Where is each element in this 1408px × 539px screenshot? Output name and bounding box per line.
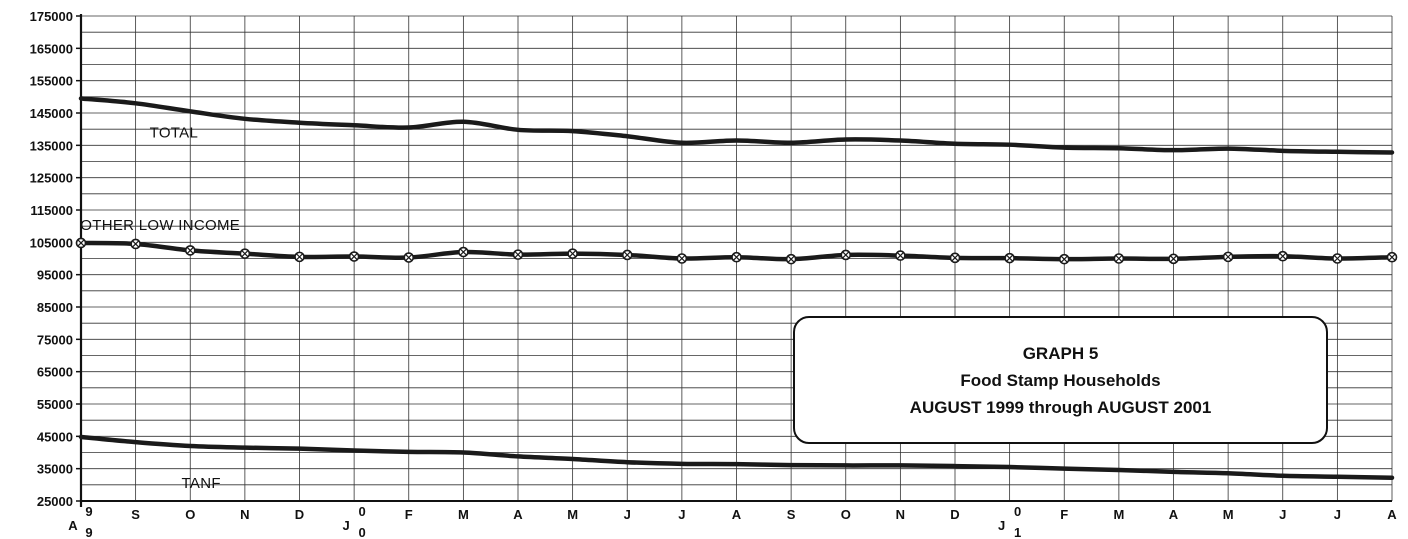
x-tick-label: D (950, 507, 959, 522)
x-tick-label: F (405, 507, 413, 522)
chart-period: AUGUST 1999 through AUGUST 2001 (909, 397, 1212, 417)
data-point-other-low-income (294, 251, 305, 263)
series-label-tanf: TANF (182, 475, 221, 492)
x-tick-label: M (458, 507, 469, 522)
x-tick-label: M (567, 507, 578, 522)
y-tick-label: 145000 (30, 106, 73, 121)
data-point-other-low-income (1113, 253, 1125, 264)
chart-subtitle: Food Stamp Households (960, 370, 1161, 390)
data-point-other-low-income (239, 248, 251, 259)
data-point-other-low-income (840, 249, 852, 261)
x-tick-label: O (841, 507, 851, 522)
y-tick-label: 65000 (37, 365, 73, 380)
data-point-other-low-income (184, 245, 196, 256)
x-tick-label: J (343, 518, 350, 533)
data-point-other-low-income (348, 251, 360, 262)
data-point-other-low-income (621, 249, 633, 261)
series-line-total (78, 96, 1395, 155)
y-tick-label: 105000 (30, 235, 73, 250)
x-tick-label: A (68, 518, 78, 533)
x-year-mark-bottom: 9 (85, 525, 92, 539)
y-tick-label: 45000 (37, 429, 73, 444)
y-tick-label: 35000 (37, 462, 73, 477)
y-tick-label: 125000 (30, 171, 73, 186)
series-label-total: TOTAL (150, 124, 198, 141)
x-tick-label: N (240, 507, 249, 522)
chart-title-box: GRAPH 5 Food Stamp Households AUGUST 199… (793, 316, 1328, 444)
x-tick-label: M (1223, 507, 1234, 522)
data-point-other-low-income (1332, 253, 1343, 264)
x-tick-label: J (1334, 507, 1341, 522)
data-point-other-low-income (949, 252, 961, 264)
data-point-other-low-income (567, 248, 578, 259)
x-year-mark-top: 0 (359, 504, 366, 519)
x-year-mark-bottom: 1 (1014, 525, 1021, 539)
chart-title: GRAPH 5 (1022, 343, 1099, 363)
data-point-other-low-income (1386, 251, 1398, 263)
x-tick-label: N (896, 507, 905, 522)
data-point-other-low-income (130, 238, 141, 250)
data-point-other-low-income (785, 253, 797, 265)
data-point-other-low-income (1277, 250, 1289, 262)
x-year-mark-top: 9 (85, 504, 92, 519)
data-point-other-low-income (895, 250, 906, 261)
series-lines (75, 96, 1398, 480)
x-tick-label: J (624, 507, 631, 522)
data-point-other-low-income (676, 253, 688, 264)
x-tick-label: D (295, 507, 304, 522)
x-tick-label: A (1169, 507, 1179, 522)
y-tick-label: 85000 (37, 300, 73, 315)
series-labels: TOTAL OTHER LOW INCOME TANF (80, 124, 240, 492)
y-tick-label: 135000 (30, 138, 73, 153)
x-tick-label: J (678, 507, 685, 522)
data-point-other-low-income (403, 252, 415, 263)
data-point-other-low-income (458, 246, 469, 258)
data-point-other-low-income (1168, 253, 1179, 265)
y-tick-label: 165000 (30, 41, 73, 56)
data-point-other-low-income (731, 251, 742, 263)
x-tick-label: S (787, 507, 796, 522)
y-tick-label: 175000 (30, 9, 73, 24)
series-label-other-low-income: OTHER LOW INCOME (80, 217, 240, 234)
x-tick-label: A (732, 507, 742, 522)
axes: 25000 35000 45000 55000 65000 75000 85000 95000… (30, 9, 1398, 539)
x-tick-label: A (513, 507, 523, 522)
x-tick-label: S (131, 507, 140, 522)
data-point-other-low-income (1222, 251, 1234, 263)
x-tick-label: A (1387, 507, 1397, 522)
y-tick-label: 55000 (37, 397, 73, 412)
x-tick-label: J (1279, 507, 1286, 522)
y-tick-label: 25000 (37, 494, 73, 509)
data-point-other-low-income (512, 249, 524, 260)
y-tick-label: 155000 (30, 74, 73, 89)
data-point-other-low-income (1058, 253, 1070, 265)
x-tick-label: F (1060, 507, 1068, 522)
x-year-mark-top: 0 (1014, 504, 1021, 519)
x-tick-label: J (998, 518, 1005, 533)
data-point-other-low-income (1004, 252, 1015, 264)
x-tick-label: M (1113, 507, 1124, 522)
x-tick-label: O (185, 507, 195, 522)
data-point-other-low-income (75, 237, 87, 249)
series-line-tanf (78, 434, 1395, 480)
y-tick-label: 75000 (37, 332, 73, 347)
y-tick-label: 95000 (37, 268, 73, 283)
y-tick-label: 115000 (30, 203, 73, 218)
x-year-mark-bottom: 0 (359, 525, 366, 539)
